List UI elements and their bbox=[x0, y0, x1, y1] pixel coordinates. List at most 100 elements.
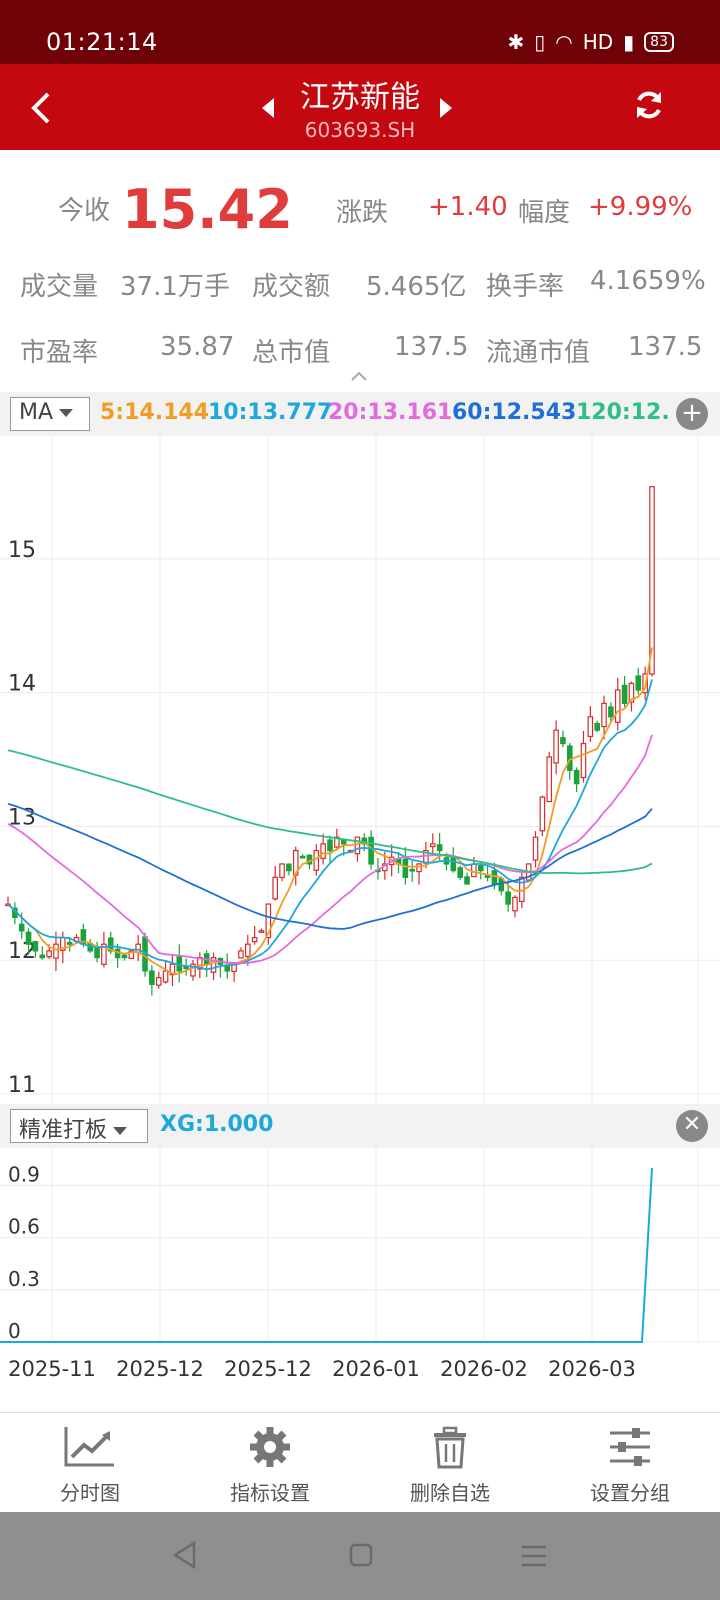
y-tick-label: 15 bbox=[8, 538, 36, 563]
nav-indicator-settings[interactable]: 指标设置 bbox=[180, 1413, 360, 1513]
candle-body bbox=[183, 966, 189, 970]
candle-body bbox=[190, 963, 196, 977]
float-label: 流通市值 bbox=[486, 338, 591, 368]
dropdown-arrow-icon bbox=[113, 1127, 128, 1135]
nav-set-group-label: 设置分组 bbox=[590, 1481, 670, 1505]
close-indicator-icon[interactable]: ✕ bbox=[676, 1110, 708, 1142]
signal-icon: ▮ bbox=[623, 30, 635, 54]
candle-body bbox=[251, 936, 258, 943]
candle-body bbox=[560, 737, 566, 745]
back-triangle-icon[interactable] bbox=[172, 1540, 198, 1570]
change-label: 涨跌 bbox=[336, 198, 389, 228]
ma-line bbox=[7, 734, 653, 965]
xg-value: XG:1.000 bbox=[160, 1112, 274, 1137]
ma-selector-label: MA bbox=[19, 400, 54, 425]
candle-body bbox=[532, 836, 539, 861]
candle-body bbox=[299, 855, 306, 859]
ma20-value: 20:13.161 bbox=[328, 400, 453, 425]
candle-body bbox=[121, 954, 128, 959]
candle-body bbox=[327, 839, 333, 852]
candle-body bbox=[313, 849, 320, 871]
close-value: 15.42 bbox=[122, 178, 293, 241]
nav-indicator-settings-label: 指标设置 bbox=[230, 1481, 310, 1505]
stock-name: 江苏新能 bbox=[300, 80, 420, 115]
float-value: 137.5 bbox=[628, 332, 703, 362]
candle-body bbox=[18, 923, 25, 932]
candle-body bbox=[66, 941, 73, 945]
next-stock-icon[interactable] bbox=[440, 98, 452, 118]
trend-chart-icon bbox=[64, 1427, 114, 1467]
pct-label: 幅度 bbox=[518, 198, 571, 228]
candle-body bbox=[149, 970, 155, 985]
candle-body bbox=[272, 876, 278, 900]
candle-body bbox=[587, 716, 594, 737]
collapse-chevron-icon[interactable] bbox=[350, 370, 368, 382]
turnover-label: 成交额 bbox=[252, 272, 331, 302]
candle-body bbox=[594, 722, 600, 731]
nav-timeshare[interactable]: 分时图 bbox=[0, 1413, 180, 1513]
refresh-icon[interactable] bbox=[632, 88, 666, 122]
mcap-label: 总市值 bbox=[252, 338, 331, 368]
candle-body bbox=[25, 931, 32, 945]
indicator-chart[interactable]: 0.9 0.6 0.3 0 2025-11 2025-12 2025-12 2026-01 20… bbox=[0, 1148, 720, 1412]
nav-set-group[interactable]: 设置分组 bbox=[540, 1413, 720, 1513]
candle-body bbox=[409, 868, 416, 872]
candle-body bbox=[162, 970, 169, 983]
x-axis-label: 2026-03 bbox=[548, 1357, 636, 1381]
candle-body bbox=[539, 796, 546, 832]
trash-icon bbox=[434, 1426, 466, 1469]
pct-value: +9.99% bbox=[588, 192, 693, 222]
mcap-value: 137.5 bbox=[394, 332, 469, 362]
candle-body bbox=[614, 689, 621, 723]
candle-body bbox=[368, 836, 374, 865]
ma-line bbox=[7, 749, 653, 875]
candle-body bbox=[402, 858, 409, 878]
add-indicator-icon[interactable]: + bbox=[676, 398, 708, 430]
ma60-value: 60:12.543 bbox=[452, 400, 577, 425]
title-bar: 江苏新能 603693.SH bbox=[0, 64, 720, 150]
x-axis-label: 2026-01 bbox=[332, 1357, 420, 1381]
candle-body bbox=[608, 706, 614, 718]
nav-timeshare-label: 分时图 bbox=[60, 1481, 120, 1505]
candle-body bbox=[320, 843, 326, 860]
candle-body bbox=[169, 963, 176, 976]
candle-body bbox=[244, 943, 251, 958]
x-axis-label: 2026-02 bbox=[440, 1357, 528, 1381]
candle-body bbox=[210, 956, 217, 973]
home-square-icon[interactable] bbox=[348, 1542, 374, 1568]
ma-selector[interactable]: MA bbox=[10, 397, 90, 431]
clock: 01:21:14 bbox=[46, 28, 158, 56]
x-axis-label: 2025-12 bbox=[116, 1357, 204, 1381]
network-type: HD bbox=[582, 30, 614, 54]
y-tick-label: 11 bbox=[8, 1073, 36, 1098]
indicator-selector[interactable]: 精准打板 bbox=[10, 1109, 148, 1143]
vibrate-icon: ▯ bbox=[534, 30, 546, 54]
ind-y-tick-label: 0 bbox=[8, 1319, 21, 1343]
bottom-nav: 分时图 指标设置 删除自选 设 bbox=[0, 1412, 720, 1512]
dropdown-arrow-icon bbox=[59, 409, 74, 417]
candle-body bbox=[46, 950, 52, 958]
change-value: +1.40 bbox=[428, 192, 508, 222]
gear-icon bbox=[250, 1427, 290, 1467]
sliders-icon bbox=[610, 1428, 650, 1466]
nav-delete-watchlist-label: 删除自选 bbox=[410, 1481, 490, 1505]
candle-body bbox=[457, 867, 463, 878]
ma120-value: 120:12. bbox=[576, 400, 670, 425]
xg-line bbox=[0, 1167, 653, 1343]
nav-delete-watchlist[interactable]: 删除自选 bbox=[360, 1413, 540, 1513]
prev-stock-icon[interactable] bbox=[262, 98, 274, 118]
candle-body bbox=[279, 863, 285, 879]
ma-line bbox=[7, 647, 653, 975]
system-nav-bar bbox=[0, 1512, 720, 1600]
candle-body bbox=[601, 702, 607, 728]
candle-body bbox=[286, 863, 292, 872]
ma10-value: 10:13.777 bbox=[208, 400, 333, 425]
pe-label: 市盈率 bbox=[20, 338, 99, 368]
menu-lines-icon[interactable] bbox=[520, 1544, 548, 1568]
back-arrow-icon[interactable] bbox=[28, 90, 54, 126]
volume-label: 成交量 bbox=[20, 272, 99, 302]
candle-body bbox=[498, 878, 505, 892]
candle-body bbox=[580, 742, 587, 779]
volume-value: 37.1万手 bbox=[120, 272, 230, 302]
